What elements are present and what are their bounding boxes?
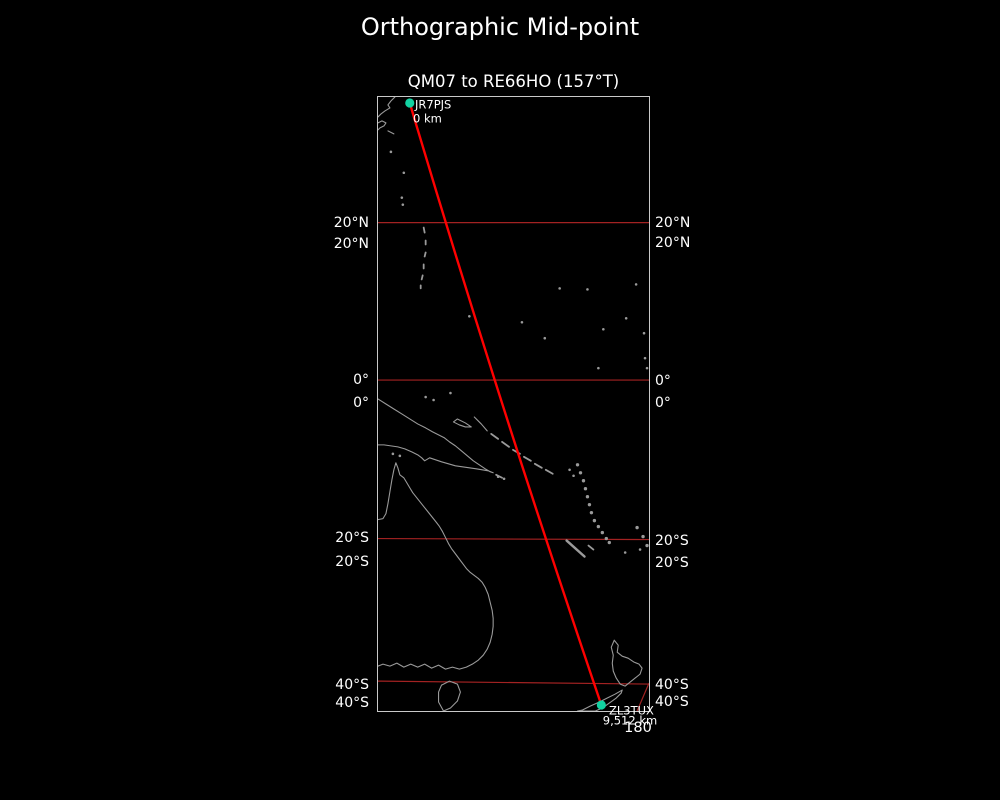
island-dot bbox=[391, 452, 395, 456]
island-dot bbox=[623, 551, 627, 554]
island-dash bbox=[420, 274, 424, 281]
lat-tick-left-5: 20°S bbox=[335, 554, 369, 570]
island-dash bbox=[423, 251, 427, 258]
island-dot bbox=[634, 283, 638, 286]
coastline-japan-honshu bbox=[378, 97, 396, 118]
lat-tick-left-7: 40°S bbox=[335, 695, 369, 711]
start-callsign-label: JR7PJS bbox=[415, 97, 452, 112]
island-dot bbox=[645, 366, 649, 370]
coastline-new-guinea bbox=[378, 398, 494, 474]
lat-tick-right-5: 20°S bbox=[655, 555, 689, 571]
coastline-tasmania bbox=[438, 680, 461, 711]
island-dot bbox=[642, 331, 646, 335]
coastline-australia-east bbox=[378, 462, 494, 670]
island-dash bbox=[523, 455, 532, 462]
island-dash bbox=[587, 544, 595, 551]
island-dash bbox=[422, 226, 426, 234]
island-dash bbox=[533, 462, 543, 469]
island-dash bbox=[544, 468, 554, 475]
coastline-new-ireland bbox=[473, 416, 488, 432]
island-dot bbox=[589, 510, 594, 515]
island-dot bbox=[575, 463, 580, 467]
great-circle-path bbox=[408, 101, 603, 707]
coastline-new-britain bbox=[452, 418, 472, 428]
end-callsign-label: ZL3TUX bbox=[609, 703, 654, 718]
end-distance-label: 9,512 km bbox=[602, 713, 658, 728]
island-dot bbox=[586, 288, 589, 291]
start-marker bbox=[405, 98, 415, 108]
map-subtitle: QM07 to RE66HO (157°T) bbox=[407, 72, 620, 91]
island-dot bbox=[449, 391, 452, 395]
map-panel: 20°N 20°N 0° 0° 20°S 20°S 40°S 40°S 20°N 20°N 0° 0°… bbox=[334, 96, 690, 735]
coastline-japan-dash bbox=[387, 130, 395, 135]
lat-tick-right-6: 40°S bbox=[655, 677, 689, 693]
island-dot bbox=[520, 320, 524, 324]
island-dot bbox=[592, 518, 597, 523]
island-dot bbox=[496, 475, 500, 479]
latitude-gridline-40°S bbox=[378, 680, 649, 685]
island-dot bbox=[424, 395, 427, 399]
end-marker bbox=[596, 700, 606, 710]
island-dot bbox=[587, 502, 592, 507]
lat-tick-right-1: 20°N bbox=[655, 235, 691, 251]
island-dot bbox=[607, 540, 611, 545]
island-dot bbox=[643, 356, 647, 360]
island-dot bbox=[583, 487, 588, 491]
island-dash bbox=[565, 539, 586, 558]
island-dot bbox=[645, 543, 649, 548]
island-dot bbox=[581, 479, 586, 483]
coastline-japan-coast-fragment bbox=[378, 120, 387, 131]
lat-tick-left-3: 0° bbox=[353, 395, 369, 411]
island-dot bbox=[468, 314, 471, 318]
island-dot bbox=[638, 548, 642, 551]
lat-tick-right-4: 20°S bbox=[655, 533, 689, 549]
island-dot bbox=[568, 468, 571, 472]
map-canvas bbox=[378, 97, 649, 711]
lat-tick-right-3: 0° bbox=[655, 395, 671, 411]
lat-tick-right-2: 0° bbox=[655, 373, 671, 389]
page-title: Orthographic Mid-point bbox=[360, 13, 640, 41]
island-dot bbox=[558, 287, 561, 290]
island-dot bbox=[400, 196, 404, 199]
start-distance-label: 0 km bbox=[413, 111, 442, 126]
lat-tick-left-2: 0° bbox=[353, 372, 369, 388]
lat-tick-left-6: 40°S bbox=[335, 677, 369, 693]
meridian-gridline-180 bbox=[636, 682, 649, 711]
island-dash bbox=[501, 440, 510, 448]
island-dot bbox=[502, 477, 506, 481]
island-dot bbox=[624, 316, 628, 320]
coastline-nz-north-island bbox=[610, 639, 643, 687]
lat-tick-left-1: 20°N bbox=[333, 236, 369, 252]
lat-tick-right-0: 20°N bbox=[655, 215, 691, 231]
island-dot bbox=[641, 534, 645, 539]
island-dot bbox=[578, 471, 583, 475]
island-dot bbox=[635, 525, 639, 530]
island-dot bbox=[600, 530, 605, 535]
island-dot bbox=[597, 366, 600, 370]
island-dot bbox=[398, 454, 402, 458]
island-dot bbox=[401, 203, 405, 206]
island-dot bbox=[402, 171, 406, 175]
latitude-gridline-20°S bbox=[378, 537, 649, 541]
coastline-nz-south-island bbox=[576, 689, 623, 711]
island-dot bbox=[572, 474, 575, 478]
lat-tick-left-0: 20°N bbox=[333, 215, 369, 231]
island-dot bbox=[604, 536, 609, 541]
island-dot bbox=[585, 495, 590, 499]
island-dash bbox=[490, 433, 500, 440]
lat-tick-left-4: 20°S bbox=[335, 530, 369, 546]
island-dot bbox=[596, 524, 601, 529]
lat-tick-right-7: 40°S bbox=[655, 694, 689, 710]
island-dot bbox=[389, 150, 393, 154]
island-dot bbox=[602, 327, 605, 331]
axis-label-180: 180 bbox=[624, 719, 652, 736]
island-dot bbox=[543, 336, 547, 340]
island-dot bbox=[432, 398, 435, 402]
